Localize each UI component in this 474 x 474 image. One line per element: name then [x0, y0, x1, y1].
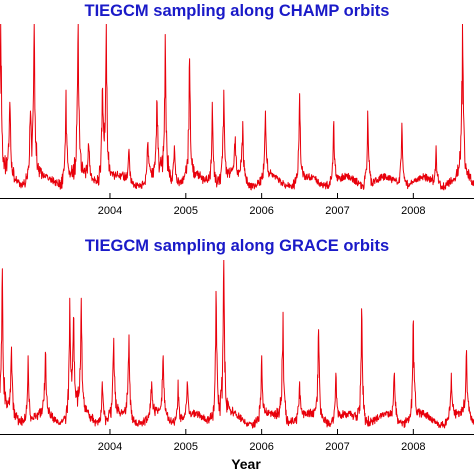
champ-density-series-line	[0, 24, 474, 191]
grace-x-tick-label-2007: 2007	[325, 441, 349, 453]
champ-x-tick-label-2004: 2004	[98, 205, 122, 217]
champ-x-tick-label-2007: 2007	[325, 205, 349, 217]
grace-panel: TIEGCM sampling along GRACE orbits 2004 2…	[0, 237, 474, 472]
grace-x-axis-label: Year	[231, 456, 261, 472]
grace-density-series-line	[0, 260, 474, 429]
champ-chart-title: TIEGCM sampling along CHAMP orbits	[85, 2, 390, 20]
champ-x-tick-label-2006: 2006	[249, 205, 273, 217]
champ-x-ticks: 2004 2005 2006 2007 2008	[98, 193, 426, 217]
champ-x-tick-label-2005: 2005	[174, 205, 198, 217]
grace-chart-title: TIEGCM sampling along GRACE orbits	[85, 237, 389, 255]
grace-x-tick-label-2005: 2005	[174, 441, 198, 453]
grace-x-ticks: 2004 2005 2006 2007 2008	[98, 429, 426, 453]
champ-panel: TIEGCM sampling along CHAMP orbits 2004 2…	[0, 2, 474, 217]
champ-x-tick-label-2008: 2008	[401, 205, 425, 217]
grace-x-tick-label-2008: 2008	[401, 441, 425, 453]
grace-x-tick-label-2004: 2004	[98, 441, 122, 453]
grace-x-tick-label-2006: 2006	[249, 441, 273, 453]
